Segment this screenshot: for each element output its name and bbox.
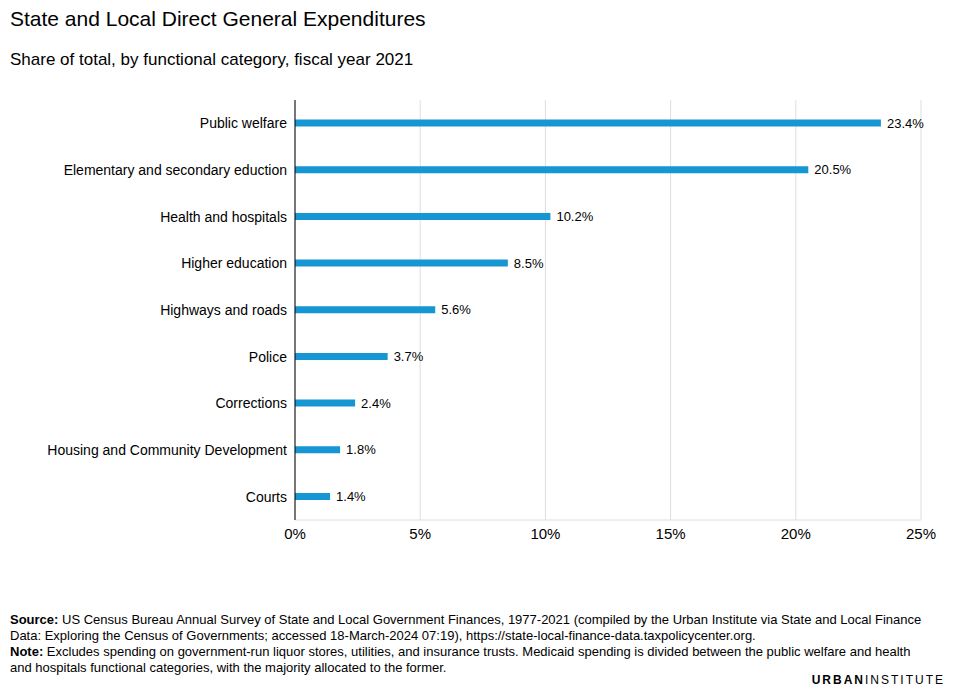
svg-text:Higher education: Higher education bbox=[181, 255, 287, 271]
svg-text:20%: 20% bbox=[781, 525, 811, 542]
svg-text:23.4%: 23.4% bbox=[887, 116, 924, 131]
svg-text:20.5%: 20.5% bbox=[814, 162, 851, 177]
svg-text:10.2%: 10.2% bbox=[556, 209, 593, 224]
svg-text:Health and hospitals: Health and hospitals bbox=[160, 209, 287, 225]
svg-text:10%: 10% bbox=[530, 525, 560, 542]
html-text:State and Local Direct General: State and Local Direct General Expenditu… bbox=[10, 7, 426, 30]
svg-text:Housing and Community Developm: Housing and Community Development bbox=[47, 442, 287, 458]
html-text:Note: Excludes spending on gov: Note: Excludes spending on government-ru… bbox=[10, 644, 911, 675]
svg-text:Corrections: Corrections bbox=[215, 395, 287, 411]
html-text:Share of total, by functional: Share of total, by functional category, … bbox=[10, 50, 414, 69]
svg-text:15%: 15% bbox=[656, 525, 686, 542]
svg-text:2.4%: 2.4% bbox=[361, 396, 391, 411]
svg-text:8.5%: 8.5% bbox=[514, 256, 544, 271]
svg-text:Courts: Courts bbox=[246, 489, 287, 505]
html-text:Source: US Census Bureau Annua: Source: US Census Bureau Annual Survey o… bbox=[10, 612, 922, 643]
svg-text:25%: 25% bbox=[906, 525, 936, 542]
svg-text:Highways and roads: Highways and roads bbox=[160, 302, 287, 318]
svg-text:1.8%: 1.8% bbox=[346, 442, 376, 457]
svg-text:Public welfare: Public welfare bbox=[200, 115, 287, 131]
svg-text:5%: 5% bbox=[409, 525, 431, 542]
svg-text:Elementary and secondary educt: Elementary and secondary eduction bbox=[64, 162, 287, 178]
html-text:URBAN INSTITUTE: URBAN INSTITUTE bbox=[811, 673, 945, 687]
svg-text:0%: 0% bbox=[284, 525, 306, 542]
svg-text:3.7%: 3.7% bbox=[394, 349, 424, 364]
svg-text:1.4%: 1.4% bbox=[336, 489, 366, 504]
svg-text:5.6%: 5.6% bbox=[441, 302, 471, 317]
svg-text:Police: Police bbox=[249, 349, 287, 365]
